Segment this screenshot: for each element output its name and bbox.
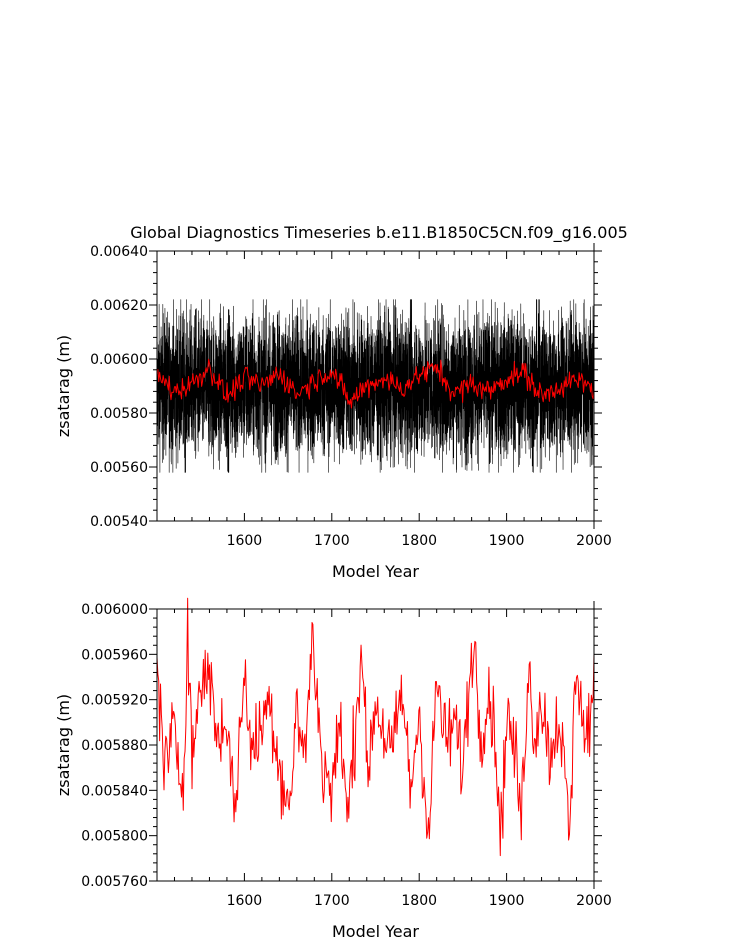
x-tick-label: 2000 (576, 893, 612, 909)
y-tick-label: 0.00580 (90, 406, 148, 422)
y-tick-label: 0.00600 (90, 352, 148, 368)
axes-2: 1600 1700 1800 1900 2000 0.005760 0.005800 0.00… (54, 601, 612, 941)
axes-1: 1600 1700 1800 1900 2000 0.00540 0.00560 0.0058… (54, 243, 612, 581)
x-tick-label: 1700 (314, 893, 350, 909)
x-tick-label: 2000 (576, 533, 612, 549)
x-tick-label: 1700 (314, 533, 350, 549)
timeseries-panel-1: 1600 1700 1800 1900 2000 0.00540 0.00560 0.0058… (54, 243, 612, 581)
annual-mean-series-line (156, 358, 595, 409)
annual-series-line (156, 597, 595, 857)
y-tick-label: 0.005840 (81, 783, 148, 799)
figure-title: Global Diagnostics Timeseries b.e11.B185… (130, 223, 628, 243)
x-tick-label: 1900 (489, 893, 525, 909)
y-tick-label: 0.005760 (81, 874, 148, 890)
x-axis-label: Model Year (332, 922, 419, 941)
monthly-series-line (156, 299, 595, 473)
y-tick-label: 0.005960 (81, 647, 148, 663)
y-axis-label: zsatarag (m) (54, 335, 73, 437)
y-tick-label: 0.00620 (90, 298, 148, 314)
plot-frame-1 (156, 250, 595, 522)
y-tick-label: 0.005920 (81, 693, 148, 709)
series-line (156, 299, 595, 473)
x-tick-label: 1600 (227, 893, 263, 909)
x-tick-label: 1800 (401, 533, 437, 549)
y-tick-label: 0.00540 (90, 514, 148, 530)
series-line (156, 358, 595, 409)
y-tick-label: 0.005880 (81, 738, 148, 754)
series-line (156, 597, 595, 857)
y-tick-label: 0.00560 (90, 460, 148, 476)
x-axis-label: Model Year (332, 562, 419, 581)
x-tick-label: 1800 (401, 893, 437, 909)
x-tick-label: 1600 (227, 533, 263, 549)
plot-frame-2 (156, 608, 595, 882)
x-tick-label: 1900 (489, 533, 525, 549)
y-tick-label: 0.00640 (90, 244, 148, 260)
y-tick-label: 0.005800 (81, 829, 148, 845)
timeseries-panel-2: 1600 1700 1800 1900 2000 0.005760 0.005800 0.00… (54, 597, 612, 941)
y-tick-label: 0.006000 (81, 602, 148, 618)
y-axis-label: zsatarag (m) (54, 694, 73, 796)
